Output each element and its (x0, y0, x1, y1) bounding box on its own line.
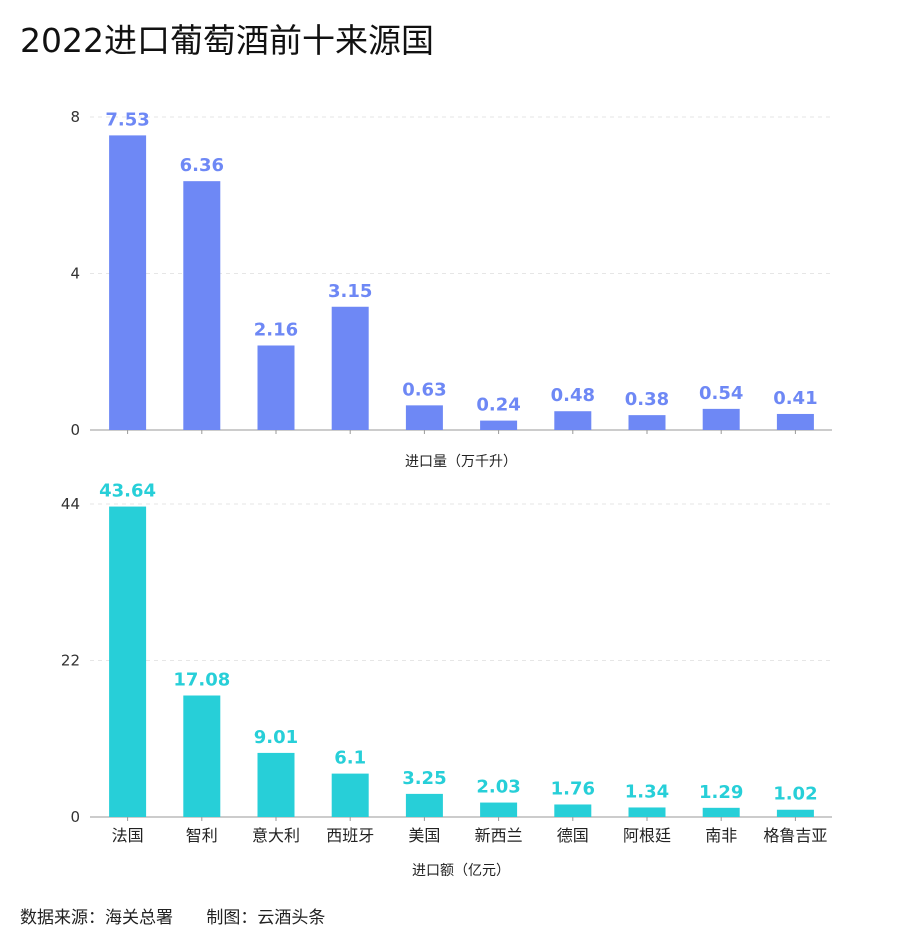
bar-value-3 (331, 773, 369, 817)
data-label: 0.63 (402, 379, 446, 400)
data-label: 1.34 (625, 781, 669, 802)
bar-volume-7 (628, 415, 666, 430)
category-label: 法国 (112, 826, 144, 845)
data-label: 0.54 (699, 383, 743, 404)
bar-volume-3 (331, 306, 369, 430)
bar-value-5 (480, 802, 518, 817)
chart-credit: 制图：云酒头条 (206, 908, 326, 928)
data-label: 17.08 (173, 669, 230, 690)
footer: 数据来源：海关总署 制图：云酒头条 (20, 903, 325, 928)
y-tick-label: 4 (70, 265, 80, 283)
bar-volume-4 (405, 405, 443, 430)
data-label: 6.1 (334, 748, 366, 769)
category-label: 智利 (186, 826, 218, 845)
category-label: 美国 (408, 826, 440, 845)
bar-volume-1 (183, 181, 221, 430)
x-axis-title: 进口量（万千升） (405, 454, 517, 470)
bar-volume-5 (480, 420, 518, 430)
data-label: 1.29 (699, 782, 743, 803)
category-label: 德国 (557, 826, 589, 845)
y-tick-label: 44 (61, 495, 80, 513)
bar-value-4 (405, 793, 443, 817)
category-label: 格鲁吉亚 (763, 826, 827, 845)
category-label: 意大利 (252, 826, 300, 845)
data-source: 数据来源：海关总署 (20, 908, 173, 928)
data-label: 0.38 (625, 389, 669, 410)
chart-title: 2022进口葡萄酒前十来源国 (20, 21, 434, 60)
bar-value-2 (257, 752, 295, 817)
bar-value-1 (183, 695, 221, 817)
bar-volume-6 (554, 411, 592, 430)
data-label: 6.36 (180, 155, 224, 176)
category-label: 西班牙 (326, 826, 374, 845)
category-label: 新西兰 (475, 826, 523, 845)
data-label: 0.24 (476, 395, 520, 416)
bar-volume-8 (702, 408, 740, 430)
data-label: 7.53 (105, 109, 149, 130)
y-tick-label: 0 (70, 808, 80, 826)
y-tick-label: 0 (70, 421, 80, 439)
data-label: 0.41 (773, 388, 817, 409)
data-label: 1.76 (551, 778, 595, 799)
category-label: 南非 (705, 826, 737, 845)
data-label: 0.48 (551, 385, 595, 406)
category-label: 阿根廷 (623, 826, 671, 845)
y-tick-label: 8 (70, 108, 80, 126)
data-label: 3.15 (328, 281, 372, 302)
bar-value-6 (554, 804, 592, 817)
bar-value-9 (776, 809, 814, 817)
data-label: 2.03 (476, 777, 520, 798)
x-axis-title: 进口额（亿元） (412, 863, 510, 879)
data-label: 9.01 (254, 727, 298, 748)
data-label: 3.25 (402, 768, 446, 789)
bar-volume-2 (257, 345, 295, 430)
y-tick-label: 22 (61, 652, 80, 670)
data-label: 2.16 (254, 319, 298, 340)
bar-value-0 (109, 506, 147, 817)
bar-volume-9 (776, 413, 814, 430)
bar-value-7 (628, 807, 666, 817)
data-label: 43.64 (99, 481, 156, 502)
chart-canvas: 0 4 8 7.53 6.36 2.16 3.15 0.63 0.24 0.48 0.38 0.54 0… (61, 108, 832, 879)
bar-volume-0 (109, 135, 147, 431)
bar-value-8 (702, 807, 740, 817)
data-label: 1.02 (773, 784, 817, 805)
